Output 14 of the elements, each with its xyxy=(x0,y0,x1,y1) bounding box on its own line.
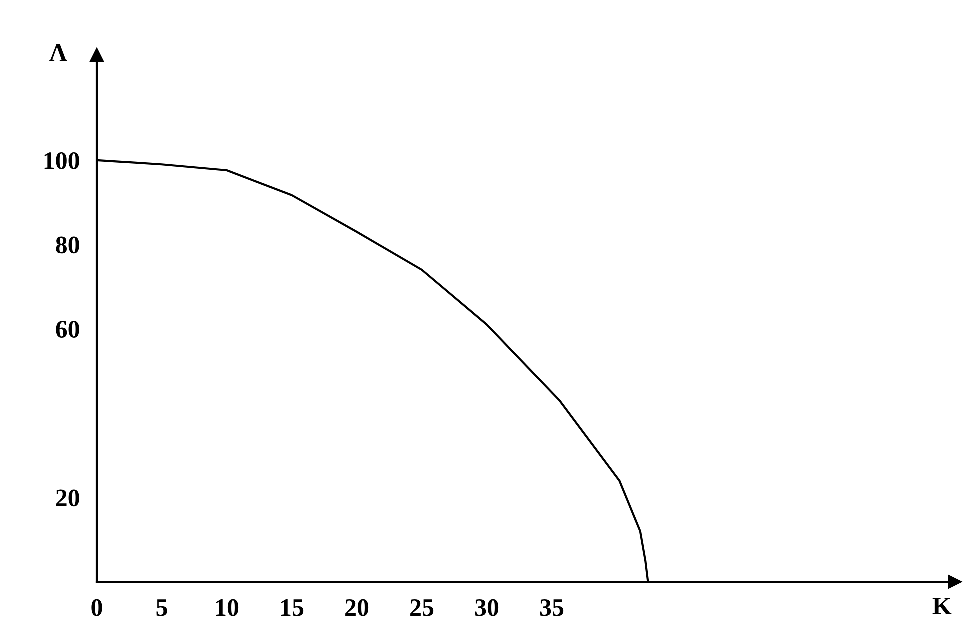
x-tick-label: 15 xyxy=(282,600,304,616)
x-tick-label: 5 xyxy=(156,600,168,616)
y-tick-label: 100 xyxy=(44,152,80,170)
x-tick-label: 20 xyxy=(346,599,369,616)
x-axis-title: K xyxy=(932,598,952,614)
y-tick-label: 20 xyxy=(56,490,80,507)
x-tick-label: 0 xyxy=(92,599,102,616)
x-tick-label: 25 xyxy=(410,599,434,616)
y-tick-label: 60 xyxy=(56,321,80,338)
y-tick-label: 80 xyxy=(56,236,80,254)
x-tick-label: 30 xyxy=(475,599,499,616)
y-axis-title: Λ xyxy=(50,44,68,62)
x-tick-label: 10 xyxy=(216,599,239,616)
x-tick-label: 35 xyxy=(540,599,564,616)
